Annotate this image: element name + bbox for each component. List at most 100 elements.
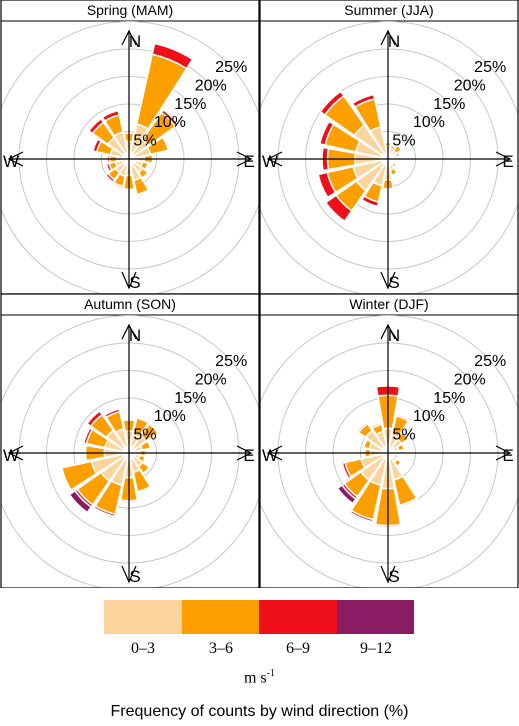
ring-label: 5% [392, 427, 415, 444]
windrose-panel-1: Spring (MAM) N S W E 5% 10%15% 20%25% [0, 0, 260, 295]
ring-label: 5% [392, 133, 415, 150]
petal-SSW-bin2 [112, 181, 124, 189]
cardinal-label: S [388, 567, 399, 586]
cardinal-label: W [3, 152, 19, 171]
ring-label: 20% [195, 77, 227, 94]
speed-legend [104, 600, 414, 634]
legend-label-6-9: 6–9 [286, 640, 310, 657]
petal-WNW-bin1 [362, 438, 373, 450]
axis-arrow [266, 445, 283, 461]
windrose-panel-3: Autumn (SON) N S W E 5% 10%15% 20%25% [0, 293, 260, 588]
petal-NW-bin2 [86, 410, 104, 428]
ring-label: 20% [454, 77, 486, 94]
axis-arrow [380, 323, 396, 340]
cardinal-label: W [262, 446, 278, 465]
axis-arrow [7, 151, 24, 167]
ring-label: 20% [454, 371, 486, 388]
ring-label: 25% [474, 353, 506, 370]
ring [260, 21, 518, 294]
petal-WSW-bin1 [60, 460, 98, 491]
petal-NNW-bin2 [370, 422, 383, 430]
panel-border [259, 293, 519, 588]
petal-NW-bin2 [319, 90, 345, 116]
axis-arrow [380, 271, 396, 290]
axis-arrow [236, 151, 253, 167]
cardinal-label: N [388, 32, 400, 51]
ring [1, 315, 259, 588]
cardinal-label: S [388, 273, 399, 292]
petal-NE-bin2 [160, 108, 180, 128]
ring-label: 5% [133, 427, 156, 444]
petal-SSE-bin2 [398, 496, 419, 508]
axis-arrow [266, 151, 283, 167]
petal-NNE-bin2 [395, 413, 411, 423]
axis-arrow [121, 323, 137, 340]
axis-arrow [7, 445, 24, 461]
petal-WSW-bin2 [317, 171, 337, 199]
legend-label-9-12: 9–12 [360, 640, 392, 657]
axis-arrow [121, 271, 137, 290]
axis-arrow [121, 29, 137, 46]
petal-NE-bin2 [401, 430, 411, 440]
cardinal-label: E [502, 446, 513, 465]
axis-arrow [495, 151, 512, 167]
cardinal-label: W [3, 446, 19, 465]
petal-NNE-bin1 [132, 417, 150, 438]
legend-label-3-6: 3–6 [209, 640, 233, 657]
windrose-panel-4: Winter (DJF) N S W E 5% 10%15% 20%25% [259, 293, 519, 588]
petal-NNE-bin2 [151, 42, 194, 70]
panel-title: Autumn (SON) [84, 296, 176, 312]
windrose-panels: Spring (MAM) N S W E 5% 10% 15% 20% 25% Summer (JJ… [0, 0, 519, 588]
petal-NNW-bin2 [103, 408, 121, 419]
petal-ENE-bin1 [394, 151, 401, 158]
petal-SW-bin2 [324, 194, 353, 223]
panel-title: Winter (DJF) [349, 296, 428, 312]
ring [1, 21, 259, 294]
ring [260, 315, 518, 588]
petal-ENE-bin1 [146, 136, 170, 156]
legend-swatch-3-6 [181, 600, 259, 634]
panel-border [0, 293, 260, 588]
axis-arrow [380, 29, 396, 46]
legend-swatch-6-9 [259, 600, 337, 634]
petal-WNW-bin2 [318, 120, 335, 146]
ring-label: 5% [133, 133, 156, 150]
cardinal-label: S [129, 273, 140, 292]
petal-SSW-bin2 [349, 509, 375, 523]
axis-arrow [236, 445, 253, 461]
axis-arrow [380, 565, 396, 584]
petal-NE-bin1 [139, 423, 159, 443]
petal-NW-bin2 [356, 421, 369, 434]
windrose-panel-2: Summer (JJA) N S W E 5% 10%15% 20%25% [259, 0, 519, 295]
ring-label: 15% [433, 96, 465, 113]
petal-NNW-bin2 [101, 109, 121, 122]
ring-label: 15% [174, 96, 206, 113]
petal-SSW-bin2 [93, 504, 117, 518]
cardinal-label: E [243, 446, 254, 465]
petal-SW-bin3 [68, 489, 93, 514]
petal-WNW-bin2 [92, 138, 103, 153]
petal-WSW-bin2 [105, 162, 113, 173]
legend-swatch-9-12 [336, 600, 414, 634]
cardinal-label: W [262, 152, 278, 171]
axis-arrow [121, 565, 137, 584]
cardinal-label: N [129, 326, 141, 345]
ring-label: 15% [174, 390, 206, 407]
axis-arrow [495, 445, 512, 461]
legend-label-0-3: 0–3 [131, 640, 155, 657]
cardinal-label: N [129, 32, 141, 51]
ring-label: 15% [433, 390, 465, 407]
petal-SSW-bin2 [360, 195, 380, 208]
petal-SSE-bin1 [132, 468, 152, 493]
ring-label: 10% [154, 408, 186, 425]
ring-label: 25% [474, 59, 506, 76]
legend-unit: m s-1 [243, 668, 275, 687]
legend-swatch-0-3 [104, 600, 182, 634]
ring-label: 20% [195, 371, 227, 388]
petal-NNW-bin2 [351, 93, 376, 109]
panel-title: Summer (JJA) [344, 2, 433, 18]
ring-label: 10% [154, 114, 186, 131]
petal-WNW-bin2 [83, 427, 94, 445]
cardinal-label: N [388, 326, 400, 345]
petal-SSE-bin1 [132, 176, 150, 196]
